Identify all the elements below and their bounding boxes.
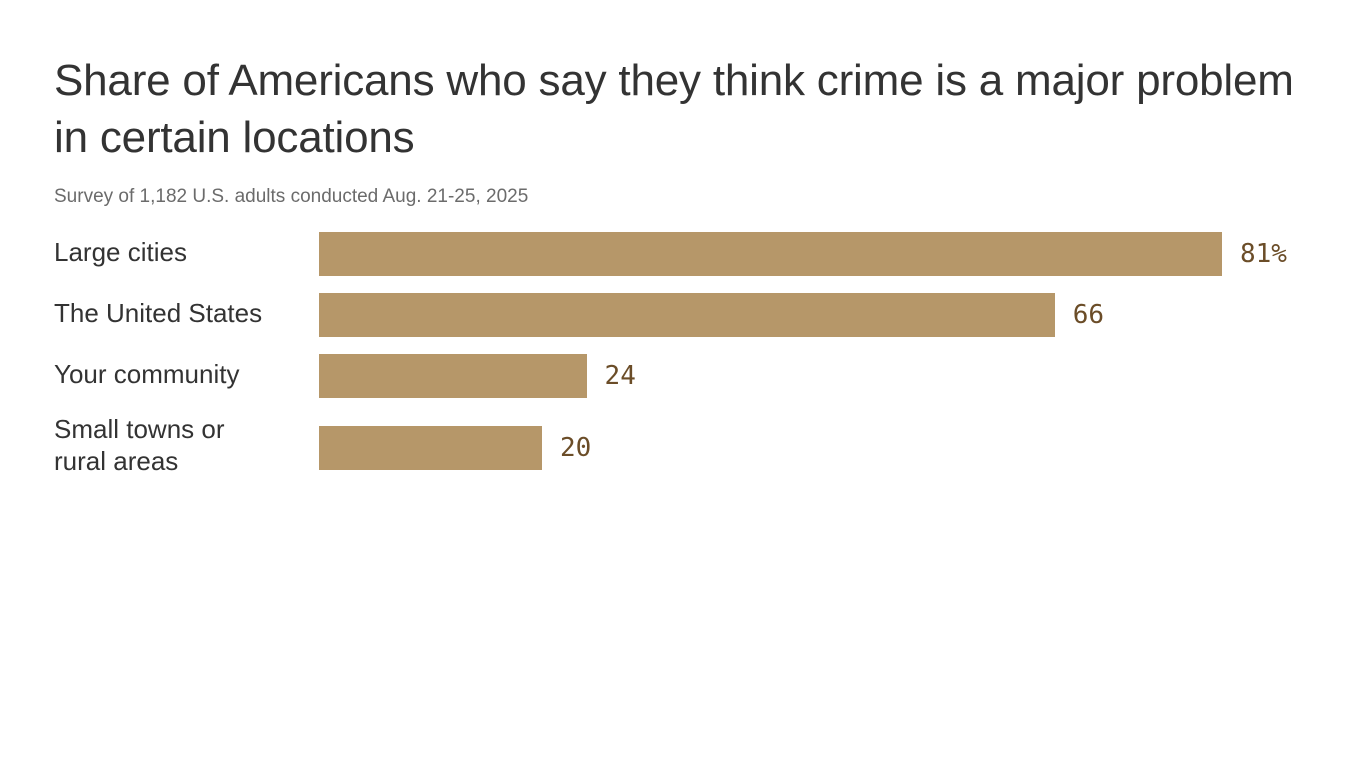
category-label: The United States [54, 298, 263, 328]
bar [319, 293, 1055, 337]
chart-subtitle: Survey of 1,182 U.S. adults conducted Au… [54, 186, 529, 207]
bar [319, 232, 1222, 276]
bar-value-label: 66 [1072, 300, 1105, 330]
bar-value-label: 81% [1240, 239, 1287, 269]
bar-value-label: 24 [604, 361, 636, 391]
category-label: Large cities [54, 237, 187, 267]
bar [319, 354, 587, 398]
bar-value-label: 20 [559, 433, 592, 463]
category-label: Your community [54, 359, 240, 389]
chart-title: Share of Americans who say they think cr… [54, 56, 1294, 162]
category-label: Small towns or rural areas [54, 414, 225, 476]
bar [319, 426, 542, 470]
